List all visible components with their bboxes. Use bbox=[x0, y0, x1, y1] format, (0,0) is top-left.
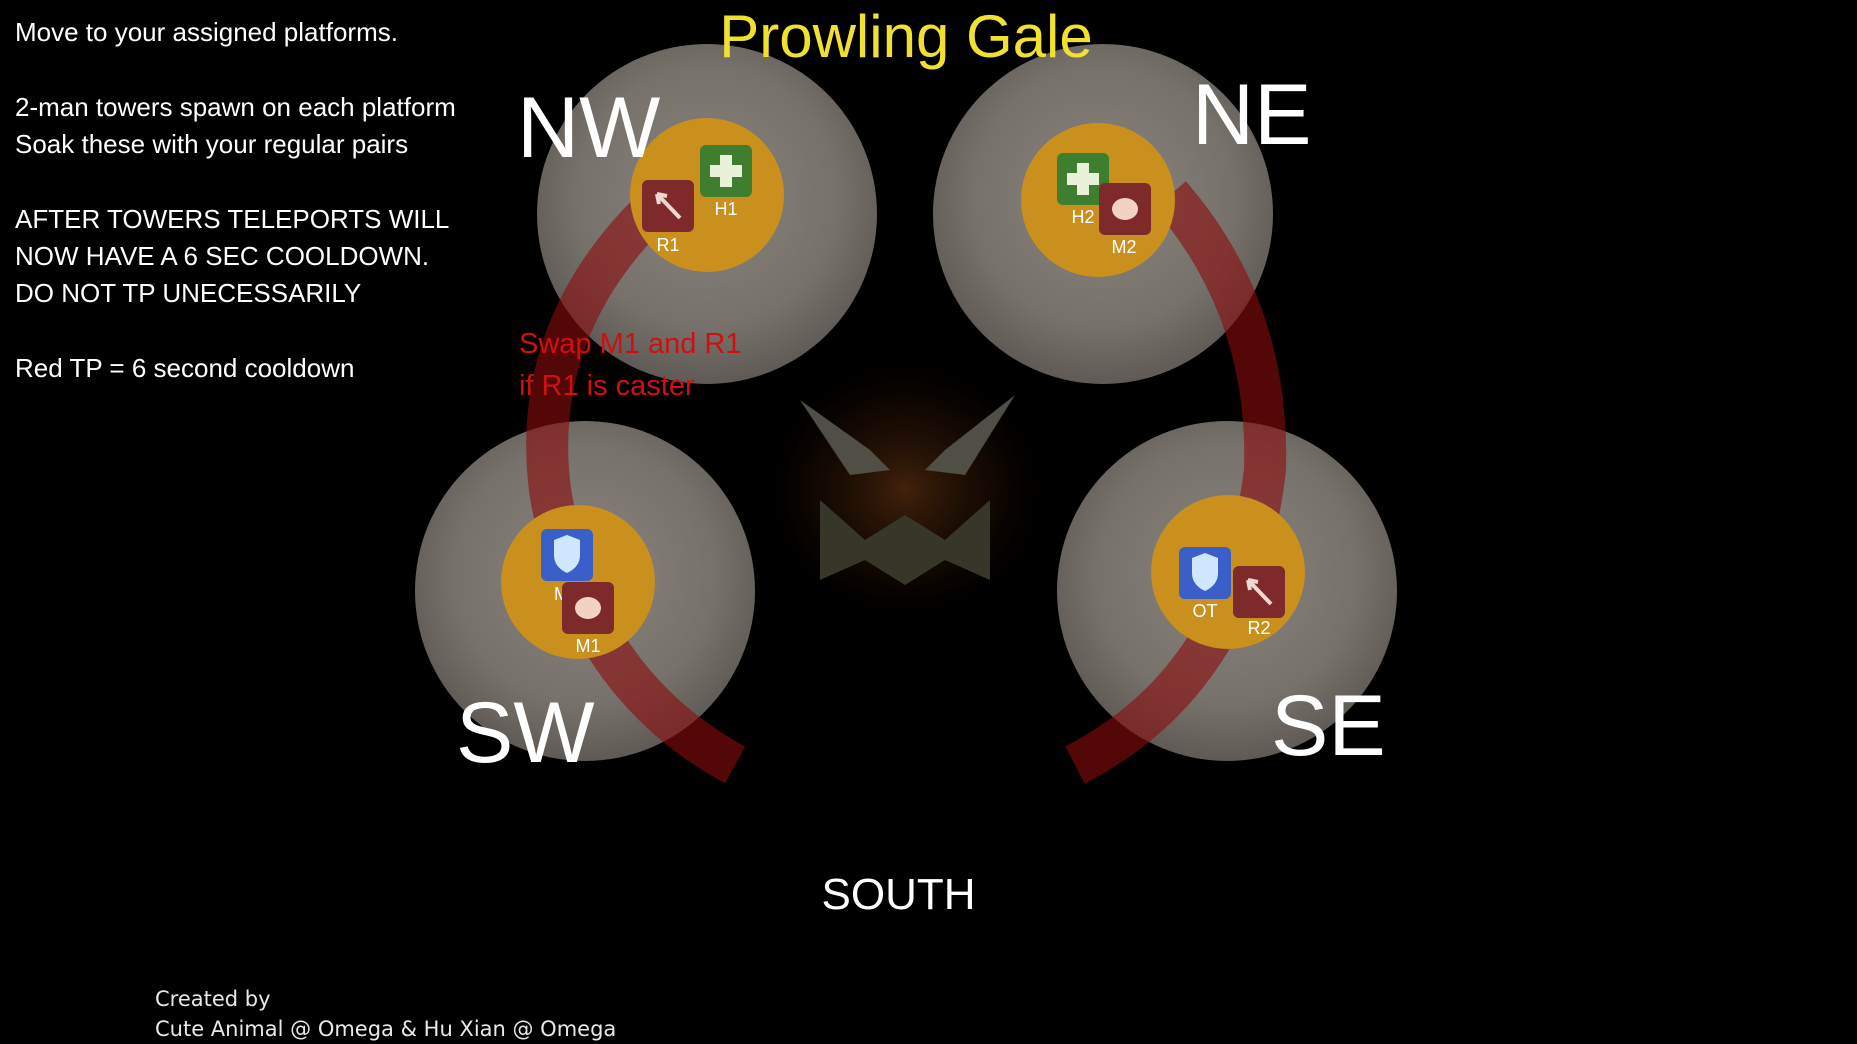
role-marker-ot: OT bbox=[1179, 547, 1231, 621]
direction-label-south: SOUTH bbox=[821, 870, 976, 919]
direction-label-sw: SW bbox=[456, 685, 595, 781]
credits-heading: Created by bbox=[155, 987, 271, 1011]
instruction-line: Red TP = 6 second cooldown bbox=[15, 353, 355, 383]
svg-text:H2: H2 bbox=[1071, 207, 1094, 227]
role-marker-r2: R2 bbox=[1233, 566, 1285, 638]
svg-text:OT: OT bbox=[1193, 601, 1218, 621]
boss-emblem-icon bbox=[755, 350, 1055, 630]
role-marker-m1: M1 bbox=[562, 582, 614, 656]
svg-text:R1: R1 bbox=[656, 235, 679, 255]
credits-authors: Cute Animal @ Omega & Hu Xian @ Omega bbox=[155, 1017, 617, 1041]
svg-text:H1: H1 bbox=[714, 199, 737, 219]
role-marker-r1: R1 bbox=[642, 180, 694, 255]
page-title: Prowling Gale bbox=[719, 3, 1093, 70]
role-marker-m2: M2 bbox=[1099, 183, 1151, 257]
instruction-line: 2-man towers spawn on each platform bbox=[15, 92, 456, 122]
role-marker-mt: MT bbox=[541, 529, 593, 604]
teleport-arc-west bbox=[526, 195, 746, 784]
instruction-line: Move to your assigned platforms. bbox=[15, 17, 398, 47]
instruction-line: DO NOT TP UNECESSARILY bbox=[15, 278, 362, 308]
direction-label-nw: NW bbox=[517, 80, 661, 176]
teleport-arc-east bbox=[1065, 181, 1287, 784]
svg-text:M2: M2 bbox=[1111, 237, 1136, 257]
swap-note-line: Swap M1 and R1 bbox=[519, 328, 742, 360]
svg-text:R2: R2 bbox=[1247, 618, 1270, 638]
role-marker-h1: H1 bbox=[700, 145, 752, 219]
instruction-line: Soak these with your regular pairs bbox=[15, 129, 409, 159]
svg-text:M1: M1 bbox=[575, 636, 600, 656]
direction-label-ne: NE bbox=[1192, 67, 1312, 163]
role-marker-h2: H2 bbox=[1057, 153, 1109, 227]
swap-note-line: if R1 is caster bbox=[519, 370, 695, 402]
direction-label-se: SE bbox=[1271, 678, 1386, 774]
instruction-line: NOW HAVE A 6 SEC COOLDOWN. bbox=[15, 241, 430, 271]
instruction-line: AFTER TOWERS TELEPORTS WILL bbox=[15, 204, 450, 234]
